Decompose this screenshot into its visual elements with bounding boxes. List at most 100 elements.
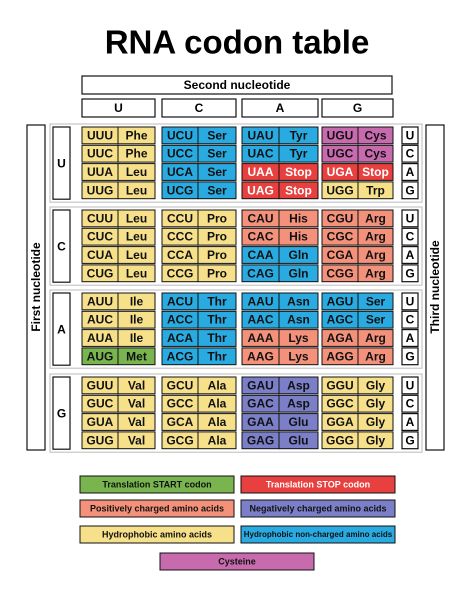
third-base: G [405, 266, 414, 280]
third-base-box [401, 264, 419, 283]
first-base-box [52, 126, 71, 200]
codon: AGA [327, 331, 354, 345]
codon: GGA [326, 415, 354, 429]
amino-acid-cell [117, 181, 156, 200]
legend-label: Cysteine [218, 557, 256, 567]
amino-acid-cell [197, 292, 237, 311]
codon: ACU [167, 294, 193, 308]
legend-label: Hydrophobic non-charged amino acids [244, 530, 393, 539]
amino-acid-cell [117, 209, 156, 228]
first-base: A [57, 323, 66, 337]
amino-acid: Tyr [290, 147, 308, 161]
amino-acid: Met [126, 349, 147, 363]
codon: GCC [167, 397, 194, 411]
second-base-box [321, 98, 394, 118]
amino-acid: Ser [207, 128, 227, 142]
codon: UGG [326, 183, 353, 197]
codon: GUG [86, 433, 113, 447]
legend-swatch [240, 525, 396, 544]
third-base-box [401, 292, 419, 311]
codon: AUG [87, 349, 114, 363]
title: RNA codon table [105, 24, 370, 61]
amino-acid-cell [117, 292, 156, 311]
codon: GUU [87, 378, 114, 392]
legend-swatch [79, 475, 235, 494]
amino-acid: Ala [208, 378, 227, 392]
first-base-box [52, 209, 71, 283]
third-base: U [406, 294, 415, 308]
amino-acid-cell [117, 264, 156, 283]
third-base: C [406, 147, 415, 161]
amino-acid: Stop [362, 165, 389, 179]
codon: UAC [248, 147, 274, 161]
codon: AUA [87, 331, 113, 345]
amino-acid-cell [117, 347, 156, 366]
amino-acid-cell [357, 209, 394, 228]
amino-acid: Gln [289, 248, 309, 262]
amino-acid: Arg [365, 266, 386, 280]
first-base: U [57, 157, 66, 171]
second-base: U [114, 101, 123, 115]
third-base: A [406, 165, 415, 179]
amino-acid: Pro [207, 230, 227, 244]
third-base: G [405, 349, 414, 363]
amino-acid-cell [278, 376, 319, 395]
amino-acid-cell [197, 394, 237, 413]
amino-acid: Arg [365, 211, 386, 225]
amino-acid: Leu [126, 183, 147, 197]
block-frame [49, 123, 423, 203]
third-nucleotide-box [425, 124, 445, 451]
legend-swatch [240, 475, 396, 494]
amino-acid-cell [357, 264, 394, 283]
amino-acid-cell [357, 144, 394, 163]
codon: AGG [326, 349, 353, 363]
amino-acid-cell [357, 376, 394, 395]
amino-acid: His [289, 211, 308, 225]
codon: CGG [326, 266, 353, 280]
amino-acid: Asp [287, 378, 310, 392]
amino-acid: Gly [366, 433, 386, 447]
first-base-box [52, 292, 71, 366]
amino-acid: Arg [365, 331, 386, 345]
codon: CAC [248, 230, 274, 244]
amino-acid-cell [278, 347, 319, 366]
amino-acid-cell [197, 246, 237, 264]
amino-acid: Ser [207, 147, 227, 161]
second-base-box [241, 98, 319, 118]
second-base: A [276, 101, 285, 115]
amino-acid-cell [197, 310, 237, 329]
amino-acid: Gln [289, 266, 309, 280]
codon: CCG [167, 266, 194, 280]
block-frame [49, 373, 423, 453]
amino-acid-cell [278, 126, 319, 145]
amino-acid: Leu [126, 266, 147, 280]
amino-acid-cell [117, 413, 156, 431]
third-base-box [401, 227, 419, 246]
amino-acid-cell [117, 246, 156, 264]
amino-acid-cell [357, 227, 394, 246]
amino-acid: Stop [285, 165, 312, 179]
codon: AAU [248, 294, 274, 308]
codon: CAA [248, 248, 274, 262]
amino-acid: Cys [364, 147, 386, 161]
first-base: G [57, 407, 66, 421]
amino-acid: Ala [208, 415, 227, 429]
amino-acid: Thr [207, 349, 227, 363]
amino-acid: Asp [287, 397, 310, 411]
amino-acid-cell [197, 413, 237, 431]
amino-acid: Arg [365, 349, 386, 363]
third-base-box [401, 163, 419, 182]
codon: UUU [87, 128, 113, 142]
codon: GGU [326, 378, 353, 392]
legend-label: Negatively charged amino acids [249, 504, 386, 514]
codon: CAG [247, 266, 274, 280]
codon: AUU [87, 294, 113, 308]
amino-acid: Cys [364, 128, 386, 142]
legend-swatch [79, 525, 235, 544]
amino-acid-cell [278, 292, 319, 311]
amino-acid: Gly [366, 415, 386, 429]
codon: GAA [247, 415, 274, 429]
amino-acid: Stop [285, 183, 312, 197]
first-base: C [57, 240, 66, 254]
third-base: C [406, 230, 415, 244]
